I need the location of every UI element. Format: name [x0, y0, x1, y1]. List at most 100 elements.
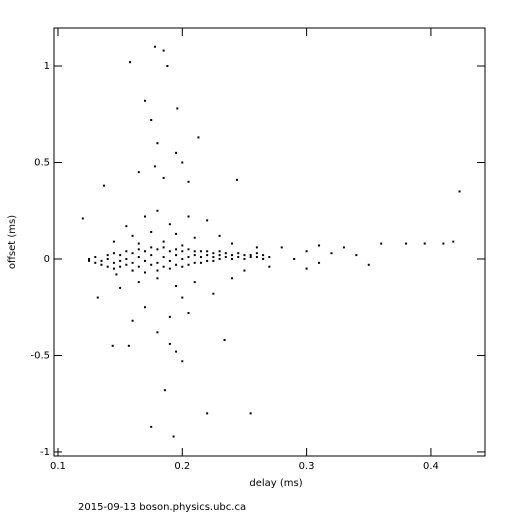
- point: [206, 250, 209, 253]
- point: [231, 242, 234, 245]
- point: [137, 256, 140, 259]
- point: [112, 240, 115, 243]
- point: [112, 252, 115, 255]
- point: [127, 344, 130, 347]
- point: [88, 259, 91, 262]
- point: [442, 242, 445, 245]
- point: [100, 263, 103, 266]
- point: [193, 254, 196, 257]
- point: [249, 256, 252, 259]
- point: [181, 360, 184, 363]
- point: [156, 142, 159, 145]
- point: [187, 312, 190, 315]
- point: [111, 344, 114, 347]
- plot-frame: [53, 27, 486, 457]
- point: [199, 261, 202, 264]
- point: [187, 180, 190, 183]
- point: [452, 240, 455, 243]
- point: [143, 306, 146, 309]
- point: [223, 339, 226, 342]
- x-tick-label: 0.4: [423, 461, 439, 472]
- point: [125, 257, 128, 260]
- point: [249, 254, 252, 257]
- point: [355, 254, 358, 257]
- x-tick-label: 0.3: [299, 461, 315, 472]
- point: [162, 240, 165, 243]
- point: [458, 190, 461, 193]
- point: [94, 261, 97, 264]
- point: [88, 257, 91, 260]
- point: [162, 49, 165, 52]
- point: [131, 252, 134, 255]
- point: [175, 248, 178, 251]
- point: [212, 292, 215, 295]
- x-tick-label: 0.2: [174, 461, 190, 472]
- point: [342, 246, 345, 249]
- point: [137, 281, 140, 284]
- point: [423, 242, 426, 245]
- point: [119, 254, 122, 257]
- point: [119, 259, 122, 262]
- point: [168, 223, 171, 226]
- point: [172, 435, 175, 438]
- point: [243, 269, 246, 272]
- point: [206, 254, 209, 257]
- point: [405, 242, 408, 245]
- y-tick-label: -1: [40, 447, 50, 458]
- x-axis-label: delay (ms): [249, 478, 302, 489]
- point: [243, 257, 246, 260]
- point: [181, 296, 184, 299]
- point: [112, 267, 115, 270]
- point: [162, 256, 165, 259]
- y-tick-label: 0: [44, 254, 50, 265]
- point: [131, 319, 134, 322]
- point: [150, 263, 153, 266]
- point: [162, 246, 165, 249]
- point: [166, 65, 169, 68]
- point: [237, 252, 240, 255]
- point: [156, 209, 159, 212]
- point: [100, 259, 103, 262]
- point: [168, 315, 171, 318]
- point: [280, 246, 283, 249]
- point: [162, 176, 165, 179]
- point: [187, 263, 190, 266]
- point: [193, 281, 196, 284]
- point: [175, 254, 178, 257]
- point: [255, 246, 258, 249]
- point: [193, 261, 196, 264]
- point: [156, 269, 159, 272]
- x-tick-label: 0.1: [50, 461, 66, 472]
- point: [115, 273, 118, 276]
- point: [125, 250, 128, 253]
- point: [125, 225, 128, 228]
- point: [197, 136, 200, 139]
- point: [187, 215, 190, 218]
- point: [255, 252, 258, 255]
- point: [143, 99, 146, 102]
- point: [112, 261, 115, 264]
- y-tick-label: 0.5: [34, 157, 50, 168]
- point: [119, 286, 122, 289]
- y-axis-label: offset (ms): [7, 215, 18, 269]
- point: [218, 234, 221, 237]
- point: [102, 184, 105, 187]
- point: [119, 265, 122, 268]
- point: [143, 250, 146, 253]
- point: [268, 265, 271, 268]
- point: [305, 267, 308, 270]
- point: [163, 389, 166, 392]
- point: [94, 256, 97, 259]
- point: [156, 248, 159, 251]
- point: [218, 257, 221, 260]
- point: [181, 244, 184, 247]
- point: [255, 256, 258, 259]
- point: [131, 234, 134, 237]
- point: [153, 45, 156, 48]
- point: [199, 256, 202, 259]
- point: [243, 254, 246, 257]
- point: [237, 256, 240, 259]
- point: [143, 259, 146, 262]
